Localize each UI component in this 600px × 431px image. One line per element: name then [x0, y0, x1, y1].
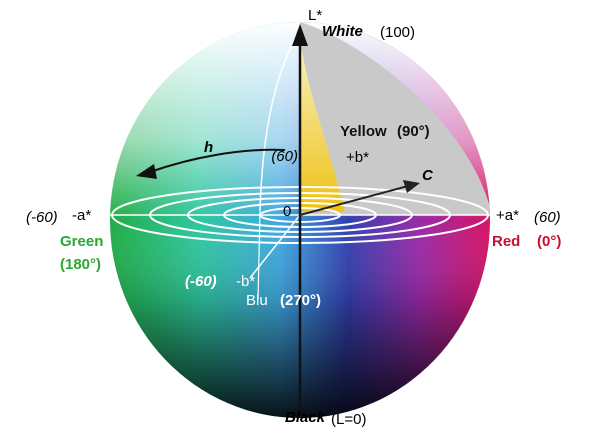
red-angle: (0°)	[537, 233, 561, 250]
a-pos-label: +a*	[496, 207, 519, 224]
hue-arrow	[149, 148, 286, 173]
chroma-label: C	[422, 167, 434, 184]
chroma-arrow	[299, 185, 409, 216]
b-pos-label: +b*	[346, 149, 369, 166]
red-label: Red	[492, 233, 520, 250]
yellow-label: Yellow	[340, 123, 387, 140]
b-neg-label: -b*	[236, 273, 255, 290]
hue-arrowhead	[136, 164, 157, 179]
l-label: L*	[308, 7, 322, 24]
b-neg-value: (-60)	[185, 273, 217, 290]
black-value: (L=0)	[331, 411, 366, 428]
yellow-angle: (90°)	[397, 123, 430, 140]
origin-label: 0	[283, 203, 291, 220]
chroma-arrowhead	[403, 180, 420, 193]
green-angle: (180°)	[60, 256, 101, 273]
white-value: (100)	[380, 24, 415, 41]
b-axis	[249, 214, 301, 279]
green-label: Green	[60, 233, 103, 250]
hue-label: h	[204, 139, 213, 156]
white-label: White	[322, 23, 363, 40]
b-pos-value: (60)	[271, 148, 298, 165]
a-neg-value: (-60)	[26, 209, 58, 226]
a-pos-value: (60)	[534, 209, 561, 226]
a-neg-label: -a*	[72, 207, 91, 224]
blue-angle: (270°)	[280, 292, 321, 309]
blue-label: Blu	[246, 292, 268, 309]
black-label: Black	[285, 409, 326, 426]
l-arrowhead	[292, 24, 308, 46]
